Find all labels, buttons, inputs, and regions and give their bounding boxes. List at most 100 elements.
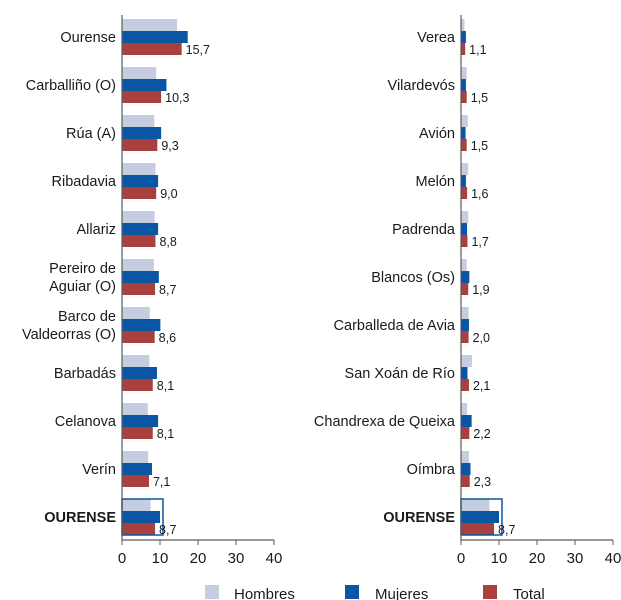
bar-mujeres-right-9 xyxy=(461,463,471,475)
bar-hombres-right-3 xyxy=(461,163,469,175)
bar-mujeres-left-7 xyxy=(122,367,157,379)
x-tick-label-right-2: 20 xyxy=(529,550,546,567)
bar-total-right-7 xyxy=(461,379,469,391)
bar-hombres-left-5 xyxy=(122,259,154,271)
bar-total-right-2 xyxy=(461,139,467,151)
bar-total-right-9 xyxy=(461,475,470,487)
x-tick-label-left-1: 10 xyxy=(152,550,169,567)
x-tick-label-left-2: 20 xyxy=(190,550,207,567)
category-label-left-0: Ourense xyxy=(60,30,116,46)
value-label-left-0: 15,7 xyxy=(186,43,210,57)
category-label-left-10: OURENSE xyxy=(44,510,116,526)
category-label-left-6: Barco de Valdeorras (O) xyxy=(22,309,116,343)
category-label-right-7: San Xoán de Río xyxy=(345,366,455,382)
category-label-right-9: Oímbra xyxy=(407,462,456,478)
value-label-right-4: 1,7 xyxy=(471,235,488,249)
bar-total-right-5 xyxy=(461,283,469,295)
value-label-left-6: 8,6 xyxy=(159,331,176,345)
bar-mujeres-right-8 xyxy=(461,415,472,427)
value-label-left-7: 8,1 xyxy=(157,379,174,393)
bar-hombres-left-4 xyxy=(122,211,155,223)
bar-mujeres-right-6 xyxy=(461,319,469,331)
value-label-left-10: 8,7 xyxy=(159,523,176,537)
x-tick-label-right-4: 40 xyxy=(605,550,621,567)
bar-total-right-4 xyxy=(461,235,468,247)
legend-swatch-mujeres xyxy=(345,585,359,599)
value-label-right-6: 2,0 xyxy=(473,331,490,345)
value-label-left-4: 8,8 xyxy=(159,235,176,249)
value-label-left-3: 9,0 xyxy=(160,187,177,201)
bar-mujeres-right-10 xyxy=(461,511,499,523)
bar-hombres-right-6 xyxy=(461,307,469,319)
legend-label-total: Total xyxy=(513,586,545,600)
bar-total-right-1 xyxy=(461,91,467,103)
bar-total-left-10 xyxy=(122,523,156,535)
bar-mujeres-right-4 xyxy=(461,223,468,235)
x-tick-label-left-4: 40 xyxy=(266,550,283,567)
category-label-left-4: Allariz xyxy=(77,222,116,238)
category-label-left-5: Pereiro de Aguiar (O) xyxy=(49,261,116,295)
bar-total-left-4 xyxy=(122,235,156,247)
bar-total-left-1 xyxy=(122,91,162,103)
bar-hombres-right-0 xyxy=(461,19,465,31)
x-tick-label-right-0: 0 xyxy=(457,550,465,567)
bar-mujeres-left-6 xyxy=(122,319,161,331)
bar-total-left-6 xyxy=(122,331,155,343)
category-label-right-10: OURENSE xyxy=(383,510,455,526)
bar-hombres-left-3 xyxy=(122,163,156,175)
x-tick-label-left-3: 30 xyxy=(228,550,245,567)
value-label-left-2: 9,3 xyxy=(161,139,178,153)
right-panel: 1,1 Verea 1,5 Vilardevós 1,5 Avión 1,6 Melón 1,7… xyxy=(314,15,621,567)
bar-hombres-left-10 xyxy=(122,499,151,511)
bar-total-right-10 xyxy=(461,523,495,535)
category-label-right-5: Blancos (Os) xyxy=(371,270,455,286)
bar-mujeres-left-9 xyxy=(122,463,153,475)
bar-hombres-left-0 xyxy=(122,19,178,31)
bar-mujeres-right-2 xyxy=(461,127,466,139)
category-label-line-left-5-0: Pereiro de xyxy=(49,261,116,277)
bar-hombres-left-7 xyxy=(122,355,150,367)
bar-mujeres-right-0 xyxy=(461,31,466,43)
category-label-left-8: Celanova xyxy=(55,414,117,430)
bar-mujeres-right-5 xyxy=(461,271,470,283)
bar-hombres-left-8 xyxy=(122,403,148,415)
bar-hombres-left-9 xyxy=(122,451,149,463)
bar-mujeres-right-1 xyxy=(461,79,466,91)
bar-total-left-0 xyxy=(122,43,182,55)
bar-total-left-3 xyxy=(122,187,157,199)
value-label-right-0: 1,1 xyxy=(469,43,486,57)
bar-mujeres-left-2 xyxy=(122,127,162,139)
bar-mujeres-right-7 xyxy=(461,367,468,379)
category-label-right-8: Chandrexa de Queixa xyxy=(314,414,456,430)
value-label-right-10: 8,7 xyxy=(498,523,515,537)
bar-hombres-right-5 xyxy=(461,259,467,271)
bar-mujeres-left-10 xyxy=(122,511,160,523)
bar-mujeres-left-0 xyxy=(122,31,188,43)
bar-total-left-7 xyxy=(122,379,153,391)
bar-mujeres-left-5 xyxy=(122,271,159,283)
bar-hombres-right-7 xyxy=(461,355,473,367)
bar-total-right-8 xyxy=(461,427,470,439)
x-tick-label-right-1: 10 xyxy=(491,550,508,567)
category-label-left-9: Verín xyxy=(82,462,116,478)
x-tick-label-left-0: 0 xyxy=(118,550,126,567)
category-label-left-1: Carballiño (O) xyxy=(26,78,116,94)
bar-hombres-left-6 xyxy=(122,307,150,319)
value-label-right-5: 1,9 xyxy=(472,283,489,297)
bar-mujeres-right-3 xyxy=(461,175,466,187)
value-label-right-1: 1,5 xyxy=(471,91,488,105)
category-label-left-3: Ribadavia xyxy=(52,174,117,190)
bar-total-right-0 xyxy=(461,43,466,55)
bar-hombres-right-2 xyxy=(461,115,468,127)
x-tick-label-right-3: 30 xyxy=(567,550,584,567)
category-label-right-4: Padrenda xyxy=(392,222,456,238)
bar-hombres-right-8 xyxy=(461,403,468,415)
bar-mujeres-left-8 xyxy=(122,415,159,427)
legend: Hombres Mujeres Total xyxy=(205,585,545,600)
category-label-left-7: Barbadás xyxy=(54,366,116,382)
bar-hombres-right-4 xyxy=(461,211,469,223)
bar-total-right-3 xyxy=(461,187,468,199)
value-label-right-7: 2,1 xyxy=(473,379,490,393)
bar-total-left-8 xyxy=(122,427,153,439)
